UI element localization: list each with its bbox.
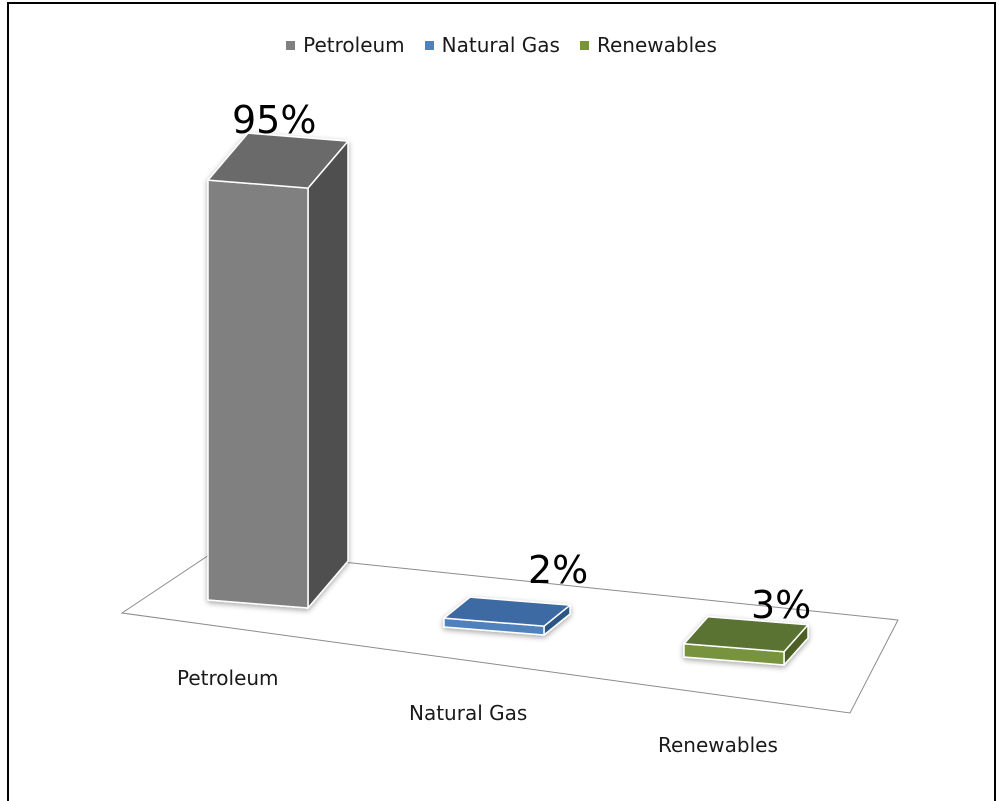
bar-petroleum xyxy=(208,133,348,608)
bar-front-petroleum xyxy=(208,180,308,608)
category-label-petroleum: Petroleum xyxy=(177,666,279,690)
category-label-renewables: Renewables xyxy=(658,733,778,757)
value-label-natural-gas: 2% xyxy=(528,548,588,592)
category-label-natural-gas: Natural Gas xyxy=(409,701,527,725)
bar-side-petroleum xyxy=(308,141,348,608)
value-label-renewables: 3% xyxy=(751,583,811,627)
value-label-petroleum: 95% xyxy=(232,98,316,142)
